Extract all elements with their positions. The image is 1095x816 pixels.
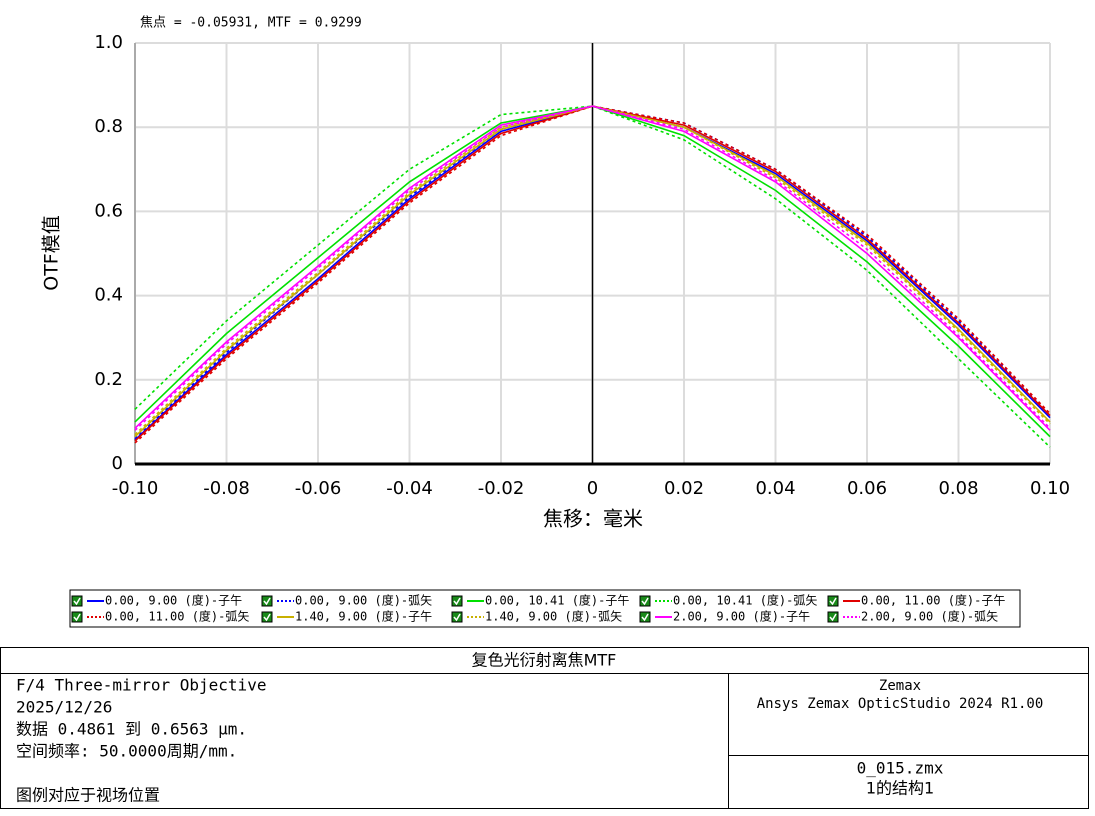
legend-checkbox	[261, 595, 273, 607]
info-table	[0, 647, 1089, 809]
y-tick-label: 0.8	[94, 116, 123, 137]
legend-check	[73, 597, 81, 606]
info-line: F/4 Three-mirror Objective	[16, 676, 266, 695]
legend-checkbox	[827, 611, 839, 623]
x-tick-label: 0	[587, 478, 598, 499]
plot-lines	[134, 105, 1051, 448]
legend-checkbox	[71, 611, 83, 623]
legend-label: 0.00, 10.41 (度)-弧矢	[673, 593, 817, 608]
info-line: 数据 0.4861 到 0.6563 μm.	[16, 720, 247, 739]
annotation: 焦点 = -0.05931, MTF = 0.9299	[140, 16, 362, 31]
legend-check	[453, 613, 461, 622]
legend-checkbox	[827, 595, 839, 607]
legend-label: 0.00, 11.00 (度)-子午	[861, 593, 1005, 608]
legend-checkbox	[451, 611, 463, 623]
legend-check	[263, 597, 271, 606]
info-note: 图例对应于视场位置	[16, 786, 160, 805]
legend-label: 2.00, 9.00 (度)-弧矢	[861, 609, 998, 624]
x-tick-label: 0.04	[755, 478, 795, 499]
y-tick-label: 0.6	[94, 200, 123, 221]
legend-label: 0.00, 10.41 (度)-子午	[485, 593, 629, 608]
legend-check	[829, 597, 837, 606]
info-line: 空间频率: 50.0000周期/mm.	[16, 742, 237, 761]
y-tick-label: 0.2	[94, 369, 123, 390]
legend-label: 1.40, 9.00 (度)-子午	[295, 609, 432, 624]
legend-checkbox	[639, 595, 651, 607]
legend-check	[453, 597, 461, 606]
legend-check	[263, 613, 271, 622]
y-tick-label: 1.0	[94, 32, 123, 53]
legend-check	[641, 597, 649, 606]
x-tick-label: -0.04	[386, 478, 433, 499]
y-axis-label: OTF模值	[41, 215, 63, 291]
x-axis-label: 焦移：毫米	[543, 507, 643, 531]
x-tick-label: -0.02	[478, 478, 525, 499]
table-title: 复色光衍射离焦MTF	[472, 651, 617, 670]
legend-check	[73, 613, 81, 622]
file-name: 0_015.zmx	[857, 759, 944, 778]
series-line	[134, 105, 1051, 431]
legend-check	[641, 613, 649, 622]
series-line	[134, 105, 1051, 448]
series-line	[134, 105, 1051, 431]
legend-label: 0.00, 11.00 (度)-弧矢	[105, 609, 249, 624]
x-tick-label: 0.02	[664, 478, 704, 499]
legend-checkbox	[639, 611, 651, 623]
company: Ansys Zemax OpticStudio 2024 R1.00	[757, 696, 1044, 712]
company: Zemax	[879, 678, 921, 694]
x-tick-label: 0.10	[1030, 478, 1070, 499]
legend-label: 0.00, 9.00 (度)-弧矢	[295, 593, 432, 608]
info-line: 2025/12/26	[16, 698, 112, 717]
legend-checkbox	[71, 595, 83, 607]
legend: 0.00, 9.00 (度)-子午 0.00, 9.00 (度)-弧矢 0.00, …	[71, 593, 1005, 624]
legend-label: 2.00, 9.00 (度)-子午	[673, 609, 810, 624]
x-tick-label: 0.06	[847, 478, 887, 499]
legend-label: 0.00, 9.00 (度)-子午	[105, 593, 242, 608]
legend-check	[829, 613, 837, 622]
config: 1的结构1	[866, 779, 934, 798]
legend-checkbox	[261, 611, 273, 623]
legend-label: 1.40, 9.00 (度)-弧矢	[485, 609, 622, 624]
legend-checkbox	[451, 595, 463, 607]
x-tick-label: 0.08	[938, 478, 978, 499]
grid: -0.10 -0.08 -0.06 -0.04 -0.02 0 0.02 0.04 0.06 0.…	[94, 32, 1070, 499]
y-tick-label: 0	[112, 453, 123, 474]
x-tick-label: -0.06	[295, 478, 342, 499]
table-border	[0, 647, 1089, 809]
x-tick-label: -0.10	[112, 478, 159, 499]
legend-box	[69, 589, 1021, 628]
y-tick-label: 0.4	[94, 285, 123, 306]
x-tick-label: -0.08	[203, 478, 250, 499]
